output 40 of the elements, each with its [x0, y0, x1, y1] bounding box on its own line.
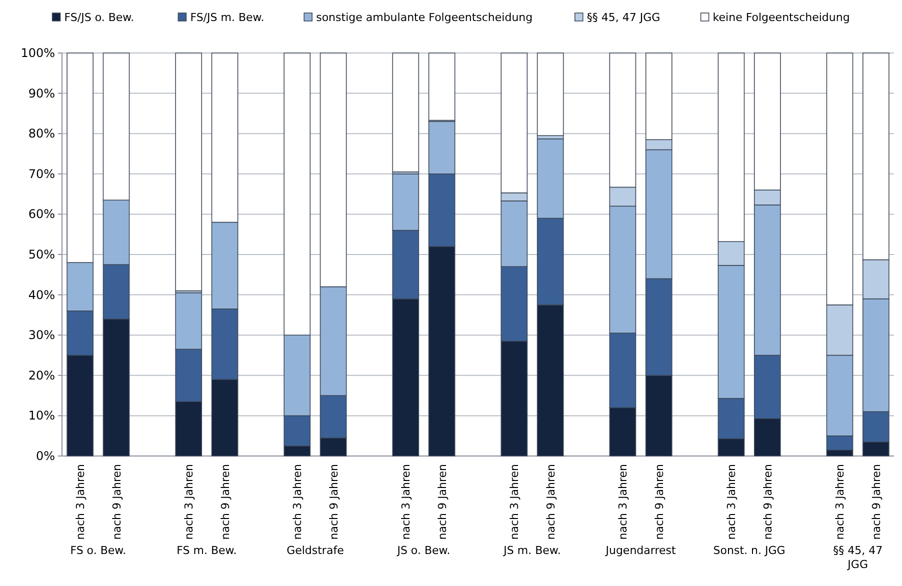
text: Geldstrafe — [286, 544, 344, 557]
y-tick-label: 80% — [28, 126, 55, 141]
x-tick-label: nach 9 Jahren — [544, 464, 558, 540]
y-tick-label: 10% — [28, 408, 55, 423]
x-tick-label: nach 9 Jahren — [652, 464, 666, 540]
x-tick-label: nach 3 Jahren — [834, 464, 847, 540]
legend-label: FS/JS m. Bew. — [190, 11, 264, 24]
y-tick-label: 100% — [20, 46, 55, 60]
text: JS m. Bew. — [502, 544, 561, 557]
y-tick-label: 90% — [28, 86, 55, 100]
x-tick-label: nach 3 Jahren — [400, 464, 413, 540]
text: JS o. Bew. — [396, 544, 450, 557]
x-tick-label: nach 3 Jahren — [182, 464, 196, 540]
legend-label: §§ 45, 47 JGG — [586, 11, 660, 24]
y-tick-label: 50% — [28, 248, 55, 262]
x-tick-label: nach 3 Jahren — [725, 464, 738, 540]
text: FS m. Bew. — [176, 544, 237, 557]
y-tick-label: 30% — [28, 328, 55, 342]
x-tick-label: nach 9 Jahren — [218, 464, 232, 540]
y-tick-label: 20% — [28, 368, 55, 382]
x-tick-label: nach 3 Jahren — [74, 464, 88, 540]
x-tick-label: nach 9 Jahren — [870, 464, 883, 540]
y-tick-label: 60% — [28, 207, 55, 222]
legend-label: sonstige ambulante Folgeentscheidung — [316, 11, 533, 24]
text: §§ 45, 47 JGG — [833, 544, 883, 571]
text: Sonst. n. JGG — [713, 544, 786, 557]
x-tick-label: nach 9 Jahren — [327, 464, 340, 540]
x-tick-label: nach 9 Jahren — [436, 464, 449, 540]
text: Jugendarrest — [604, 544, 677, 557]
x-tick-label: nach 9 Jahren — [761, 464, 774, 540]
x-tick-label: nach 3 Jahren — [508, 464, 522, 540]
y-tick-label: 40% — [28, 288, 55, 302]
y-tick-label: 0% — [36, 449, 55, 463]
x-tick-label: nach 9 Jahren — [110, 464, 124, 540]
x-tick-label: nach 3 Jahren — [616, 464, 630, 540]
x-tick-label: nach 3 Jahren — [291, 464, 304, 540]
legend-label: FS/JS o. Bew. — [64, 11, 134, 24]
y-tick-label: 70% — [28, 166, 55, 181]
text: FS o. Bew. — [70, 544, 126, 557]
legend-label: keine Folgeentscheidung — [712, 11, 850, 24]
